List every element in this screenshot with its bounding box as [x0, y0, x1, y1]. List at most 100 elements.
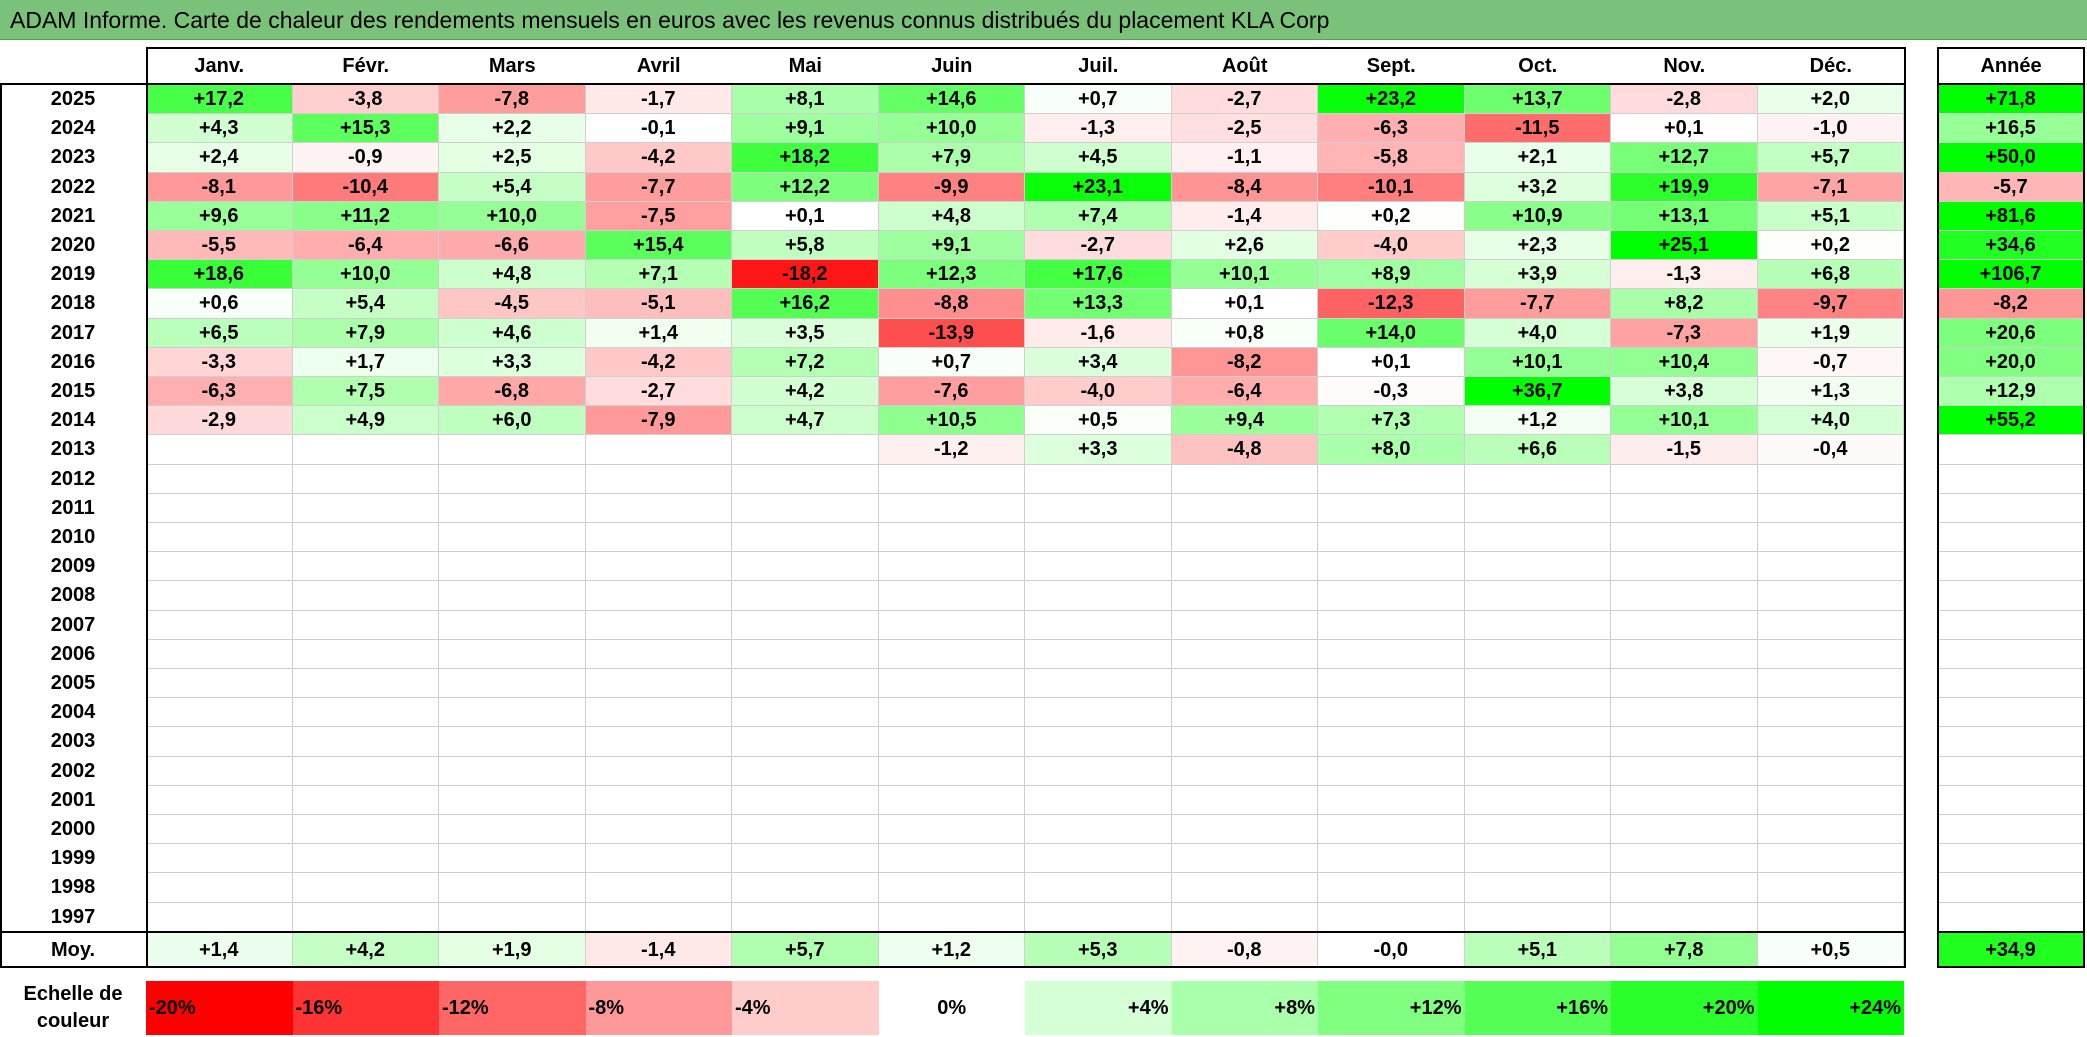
heatmap-cell	[1025, 639, 1172, 669]
heatmap-cell: +9,1	[878, 231, 1025, 261]
month-header: Sept.	[1366, 55, 1416, 77]
heatmap-cell: +4,9	[292, 406, 439, 436]
heatmap-cell	[1611, 815, 1758, 845]
heatmap-cell	[585, 493, 732, 523]
heatmap-cell: +4,5	[1025, 143, 1172, 173]
heatmap-cell	[1757, 698, 1904, 728]
heatmap-cell: -0,1	[585, 114, 732, 144]
heatmap-cell	[1025, 581, 1172, 611]
heatmap-cell	[732, 669, 879, 699]
annual-return-cell	[1938, 698, 2084, 728]
heatmap-cell	[1611, 873, 1758, 903]
heatmap-cell	[878, 727, 1025, 757]
heatmap-cell: -5,8	[1318, 143, 1465, 173]
heatmap-cell: -4,0	[1318, 231, 1465, 261]
heatmap-cell	[1757, 873, 1904, 903]
heatmap-cell	[1025, 464, 1172, 494]
year-label: 2002	[50, 759, 96, 782]
heatmap-cell	[585, 639, 732, 669]
heatmap-cell: +10,0	[439, 201, 586, 231]
title-bar: ADAM Informe. Carte de chaleur des rende…	[0, 0, 2087, 40]
heatmap-cell	[1171, 727, 1318, 757]
heatmap-cell	[439, 464, 586, 494]
heatmap-cell: +10,1	[1171, 260, 1318, 290]
heatmap-cell	[292, 435, 439, 465]
average-cell: +5,7	[732, 933, 879, 968]
month-header: Déc.	[1809, 55, 1852, 77]
heatmap-cell: +13,7	[1464, 85, 1611, 115]
year-label: 2001	[50, 788, 96, 811]
average-cell: -0,8	[1171, 933, 1318, 968]
heatmap-cell: -8,1	[146, 172, 293, 202]
heatmap-cell	[292, 639, 439, 669]
heatmap-cell	[292, 844, 439, 874]
heatmap-cell	[732, 464, 879, 494]
heatmap-cell: +0,2	[1318, 201, 1465, 231]
average-cell: +5,3	[1025, 933, 1172, 968]
heatmap-cell	[1318, 639, 1465, 669]
heatmap-cell: -6,6	[439, 231, 586, 261]
heatmap-cell	[1757, 610, 1904, 640]
heatmap-cell	[1171, 493, 1318, 523]
heatmap-cell: +8,0	[1318, 435, 1465, 465]
heatmap-cell	[292, 785, 439, 815]
heatmap-cell	[1318, 756, 1465, 786]
average-cell: +7,8	[1611, 933, 1758, 968]
heatmap-cell: -18,2	[732, 260, 879, 290]
year-label: 1999	[50, 847, 96, 870]
heatmap-cell: +13,1	[1611, 201, 1758, 231]
heatmap-cell: -11,5	[1464, 114, 1611, 144]
heatmap-cell: +2,3	[1464, 231, 1611, 261]
heatmap-cell	[585, 815, 732, 845]
year-label: 2019	[50, 263, 96, 286]
heatmap-cell: -2,7	[1171, 85, 1318, 115]
heatmap-cell: +3,4	[1025, 347, 1172, 377]
heatmap-cell	[1611, 669, 1758, 699]
heatmap-cell: +4,8	[439, 260, 586, 290]
heatmap-cell: -7,8	[439, 85, 586, 115]
heatmap-cell: -1,1	[1171, 143, 1318, 173]
heatmap-cell	[1318, 727, 1465, 757]
color-scale-swatch: +8%	[1171, 981, 1318, 1035]
heatmap-cell	[732, 435, 879, 465]
heatmap-cell: +16,2	[732, 289, 879, 319]
month-header: Févr.	[342, 55, 390, 77]
heatmap-cell: -1,3	[1025, 114, 1172, 144]
heatmap-cell: -4,2	[585, 347, 732, 377]
heatmap-cell	[1611, 756, 1758, 786]
heatmap-cell: +2,0	[1757, 85, 1904, 115]
heatmap-cell: +7,3	[1318, 406, 1465, 436]
heatmap-cell: +6,8	[1757, 260, 1904, 290]
heatmap-cell	[1025, 815, 1172, 845]
heatmap-cell	[878, 815, 1025, 845]
heatmap-cell: -0,7	[1757, 347, 1904, 377]
heatmap-cell	[146, 523, 293, 553]
annual-return-cell	[1938, 552, 2084, 582]
heatmap-cell	[878, 844, 1025, 874]
heatmap-cell	[439, 815, 586, 845]
heatmap-cell	[878, 552, 1025, 582]
heatmap-cell: -2,7	[585, 377, 732, 407]
month-header: Mai	[788, 55, 822, 77]
heatmap-cell: -5,1	[585, 289, 732, 319]
heatmap-cell	[292, 815, 439, 845]
heatmap-cell: +1,9	[1757, 318, 1904, 348]
heatmap-cell	[439, 435, 586, 465]
heatmap-cell	[146, 610, 293, 640]
month-header: Juin	[931, 55, 973, 77]
heatmap-cell	[146, 493, 293, 523]
heatmap-cell: +12,2	[732, 172, 879, 202]
heatmap-cell	[1757, 581, 1904, 611]
heatmap-cell	[585, 581, 732, 611]
heatmap-cell	[1757, 464, 1904, 494]
heatmap-cell	[1464, 610, 1611, 640]
heatmap-cell	[1318, 610, 1465, 640]
heatmap-cell	[1318, 815, 1465, 845]
heatmap-cell	[585, 902, 732, 932]
annual-return-cell	[1938, 844, 2084, 874]
heatmap-cell: +1,7	[292, 347, 439, 377]
heatmap-cell	[732, 873, 879, 903]
heatmap-cell: +5,4	[439, 172, 586, 202]
year-label: 2014	[50, 409, 96, 432]
heatmap-cell	[1757, 727, 1904, 757]
